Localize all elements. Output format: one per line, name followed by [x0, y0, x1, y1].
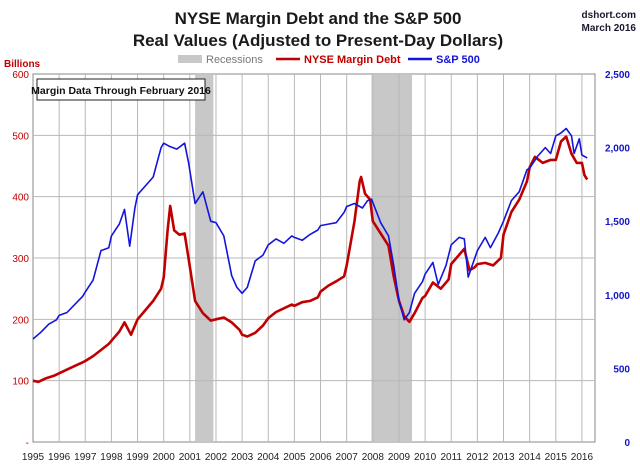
right-axis-tick-label: 0	[624, 438, 630, 449]
x-axis-tick-label: 2006	[309, 452, 332, 463]
x-axis-tick-label: 2016	[571, 452, 594, 463]
left-axis-tick-label: 600	[12, 70, 29, 81]
x-axis-tick-label: 2015	[545, 452, 568, 463]
legend-recessions-label: Recessions	[206, 54, 263, 66]
source-label: dshort.com	[582, 10, 637, 21]
x-axis-tick-label: 2009	[388, 452, 411, 463]
left-axis-tick-label: 300	[12, 254, 29, 265]
x-axis-tick-label: 2012	[466, 452, 489, 463]
x-axis-tick-label: 2011	[440, 452, 462, 463]
x-axis-tick-label: 2007	[336, 452, 359, 463]
s-p-500-line	[32, 127, 588, 340]
left-axis-tick-label: -	[26, 438, 29, 449]
right-axis: 0 500 1,000 1,500 2,000 2,500	[605, 70, 630, 449]
x-axis-tick-label: 2014	[519, 452, 542, 463]
left-axis: - 100 200 300 400 500 600	[12, 70, 29, 449]
left-axis-tick-label: 500	[12, 131, 29, 142]
chart-title: NYSE Margin Debt and the S&P 500	[175, 9, 462, 28]
x-axis-tick-label: 1997	[74, 452, 97, 463]
x-axis-tick-label: 2013	[492, 452, 515, 463]
chart-subtitle: Real Values (Adjusted to Present-Day Dol…	[133, 31, 503, 50]
x-axis-tick-label: 1998	[100, 452, 123, 463]
left-axis-tick-label: 200	[12, 315, 29, 326]
plot-area: Margin Data Through February 2016	[31, 73, 596, 443]
x-axis-tick-label: 1995	[22, 452, 45, 463]
x-axis-tick-label: 1999	[126, 452, 149, 463]
left-axis-tick-label: 100	[12, 377, 29, 388]
x-axis: 1995 1996 1997 1998 1999 2000 2001 2002 2003 2004…	[22, 452, 594, 463]
source-date: March 2016	[582, 23, 637, 34]
legend-margin-debt-label: NYSE Margin Debt	[304, 54, 401, 66]
legend: Recessions NYSE Margin Debt S&P 500	[178, 54, 480, 66]
x-axis-tick-label: 2008	[362, 452, 385, 463]
x-axis-tick-label: 2002	[205, 452, 228, 463]
x-axis-tick-label: 2000	[153, 452, 176, 463]
note-text: Margin Data Through February 2016	[31, 85, 211, 97]
x-axis-tick-label: 2010	[414, 452, 437, 463]
right-axis-tick-label: 500	[613, 364, 630, 375]
x-axis-tick-label: 1996	[48, 452, 71, 463]
nyse-margin-debt-line	[32, 135, 589, 384]
note-frame	[36, 78, 206, 101]
x-axis-tick-label: 2004	[257, 452, 280, 463]
legend-recessions-swatch	[178, 55, 202, 63]
left-axis-unit: Billions	[4, 59, 41, 70]
x-axis-tick-label: 2001	[179, 452, 202, 463]
x-axis-tick-label: 2005	[283, 452, 306, 463]
right-axis-tick-label: 1,000	[605, 291, 630, 302]
right-axis-tick-label: 2,500	[605, 70, 630, 81]
right-axis-tick-label: 2,000	[605, 144, 630, 155]
legend-sp500-label: S&P 500	[436, 54, 480, 66]
right-axis-tick-label: 1,500	[605, 217, 630, 228]
x-axis-tick-label: 2003	[231, 452, 254, 463]
note-box: Margin Data Through February 2016	[31, 78, 211, 101]
left-axis-tick-label: 400	[12, 193, 29, 204]
series-lines	[32, 127, 589, 384]
